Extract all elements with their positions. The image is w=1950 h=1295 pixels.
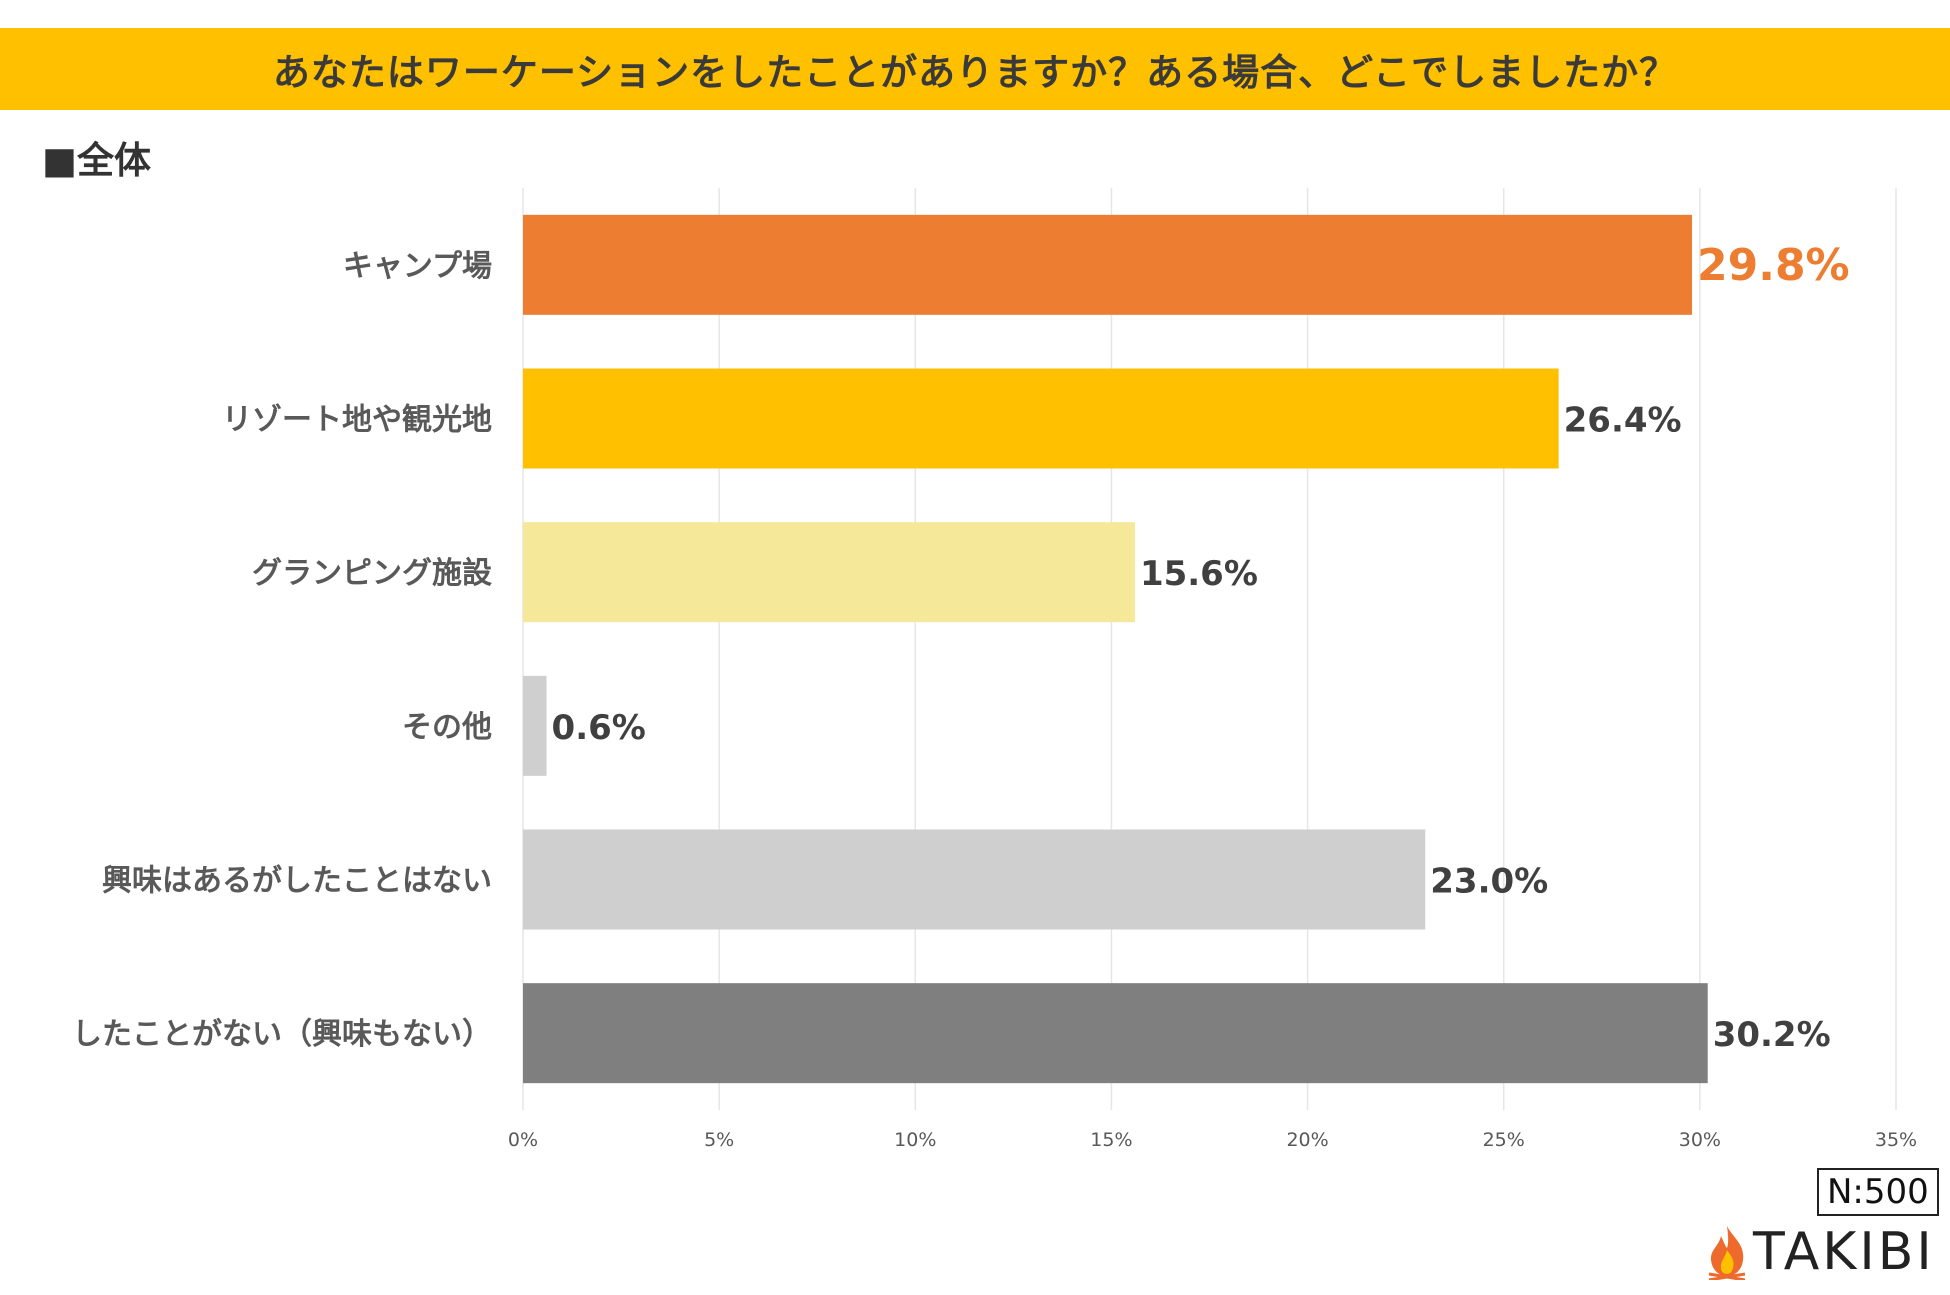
section-label: ■全体 xyxy=(42,139,151,182)
sample-size-badge: N:500 xyxy=(1817,1168,1939,1216)
category-label: グランピング施設 xyxy=(252,556,492,591)
category-label: その他 xyxy=(402,710,492,745)
flame-icon xyxy=(1708,1226,1746,1280)
data-label: 0.6% xyxy=(552,708,646,748)
x-tick-label: 5% xyxy=(704,1129,734,1151)
brand-logo: TAKIBI xyxy=(1705,1222,1935,1282)
x-tick-label: 30% xyxy=(1679,1129,1721,1151)
bar-chart: 0% 5% 10% 15% 20% 25% 30% 35% キャンプ場 29.8% リゾート地や観光… xyxy=(72,188,1917,1151)
category-label: キャンプ場 xyxy=(343,249,492,284)
data-label: 30.2% xyxy=(1713,1015,1831,1055)
brand-name: TAKIBI xyxy=(1753,1222,1935,1282)
bar xyxy=(523,829,1426,930)
chart-title: あなたはワーケーションをしたことがありますか？ある場合、どこでしましたか？ xyxy=(272,51,1678,94)
bar xyxy=(523,983,1708,1084)
category-label: リゾート地や観光地 xyxy=(222,403,492,438)
title-band: あなたはワーケーションをしたことがありますか？ある場合、どこでしましたか？ xyxy=(0,28,1950,110)
x-tick-label: 10% xyxy=(894,1129,936,1151)
bar xyxy=(523,368,1559,469)
data-label: 23.0% xyxy=(1430,862,1548,902)
bar xyxy=(523,522,1135,623)
data-label: 15.6% xyxy=(1140,554,1258,594)
x-tick-label: 35% xyxy=(1875,1129,1917,1151)
data-label: 29.8% xyxy=(1697,240,1850,291)
x-tick-label: 0% xyxy=(508,1129,538,1151)
category-label: 興味はあるがしたことはない xyxy=(102,864,492,899)
data-label: 26.4% xyxy=(1564,401,1682,441)
x-tick-label: 25% xyxy=(1483,1129,1525,1151)
category-label: したことがない（興味もない） xyxy=(72,1017,492,1052)
x-tick-label: 20% xyxy=(1286,1129,1328,1151)
x-tick-label: 15% xyxy=(1090,1129,1132,1151)
bar xyxy=(523,214,1693,315)
bar xyxy=(523,675,547,776)
